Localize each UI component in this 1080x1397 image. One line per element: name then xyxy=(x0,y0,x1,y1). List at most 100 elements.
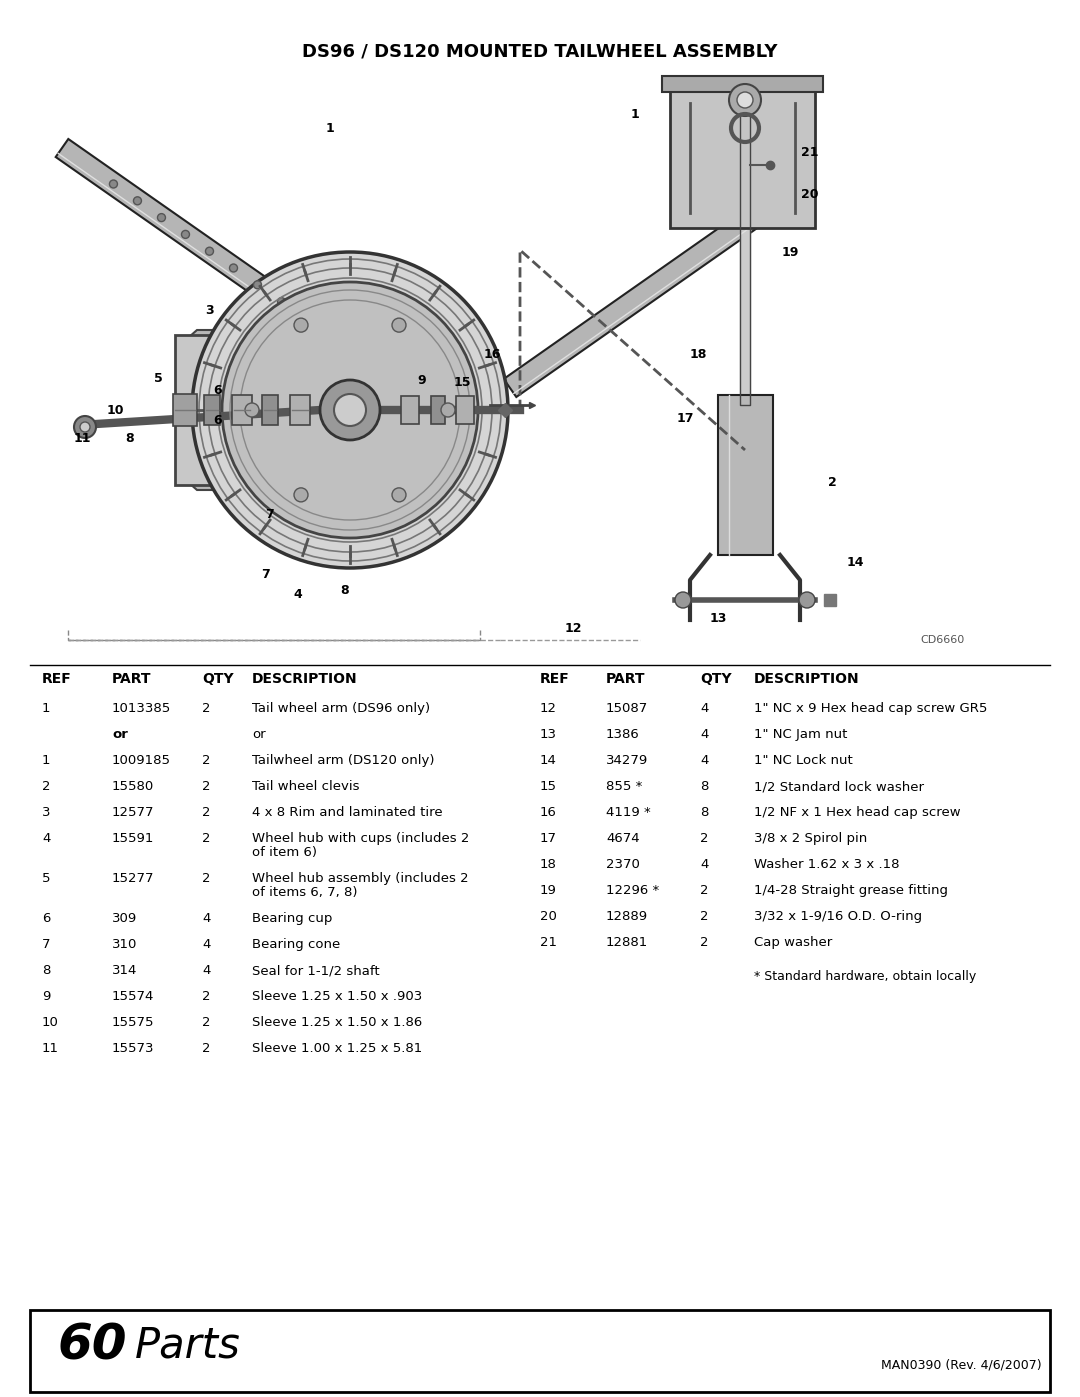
Text: 2: 2 xyxy=(202,1042,211,1055)
Text: 314: 314 xyxy=(112,964,137,977)
Text: of item 6): of item 6) xyxy=(252,847,318,859)
Circle shape xyxy=(229,264,238,272)
Text: 2370: 2370 xyxy=(606,858,639,870)
Text: Sleeve 1.25 x 1.50 x .903: Sleeve 1.25 x 1.50 x .903 xyxy=(252,990,422,1003)
Text: 5: 5 xyxy=(153,372,162,384)
Text: 855 *: 855 * xyxy=(606,780,643,793)
Text: 34279: 34279 xyxy=(606,754,648,767)
Circle shape xyxy=(729,84,761,116)
Text: * Standard hardware, obtain locally: * Standard hardware, obtain locally xyxy=(754,970,976,983)
Text: 4: 4 xyxy=(700,754,708,767)
Text: 15591: 15591 xyxy=(112,833,154,845)
Text: 15: 15 xyxy=(540,780,557,793)
Text: 15087: 15087 xyxy=(606,703,648,715)
Text: 8: 8 xyxy=(42,964,51,977)
Text: 1386: 1386 xyxy=(606,728,639,740)
Text: 1: 1 xyxy=(42,703,51,715)
Text: 7: 7 xyxy=(42,937,51,951)
Text: 14: 14 xyxy=(847,556,864,570)
Text: Bearing cone: Bearing cone xyxy=(252,937,340,951)
Text: 16: 16 xyxy=(484,348,501,362)
Text: 11: 11 xyxy=(42,1042,59,1055)
Text: 4: 4 xyxy=(42,833,51,845)
Text: 309: 309 xyxy=(112,912,137,925)
Text: 2: 2 xyxy=(42,780,51,793)
Text: 2: 2 xyxy=(202,990,211,1003)
Text: 2: 2 xyxy=(202,872,211,886)
Text: 12: 12 xyxy=(564,622,582,634)
Text: 3: 3 xyxy=(42,806,51,819)
Circle shape xyxy=(294,319,308,332)
Text: 17: 17 xyxy=(540,833,557,845)
Text: 12577: 12577 xyxy=(112,806,154,819)
Circle shape xyxy=(301,314,310,323)
Bar xyxy=(670,88,815,228)
Text: 1: 1 xyxy=(631,109,639,122)
Text: DESCRIPTION: DESCRIPTION xyxy=(252,672,357,686)
Text: 8: 8 xyxy=(700,806,708,819)
Text: 13: 13 xyxy=(710,612,727,624)
Text: 2: 2 xyxy=(202,780,211,793)
Text: 5: 5 xyxy=(42,872,51,886)
Text: 6: 6 xyxy=(42,912,51,925)
Text: 1/2 Standard lock washer: 1/2 Standard lock washer xyxy=(754,780,924,793)
Text: 16: 16 xyxy=(540,806,557,819)
Text: Sleeve 1.25 x 1.50 x 1.86: Sleeve 1.25 x 1.50 x 1.86 xyxy=(252,1016,422,1030)
Circle shape xyxy=(205,247,214,256)
Text: 21: 21 xyxy=(540,936,557,949)
Text: Parts: Parts xyxy=(135,1324,241,1366)
Bar xyxy=(30,1310,1050,1391)
Text: 15580: 15580 xyxy=(112,780,154,793)
Text: 2: 2 xyxy=(700,936,708,949)
Text: QTY: QTY xyxy=(700,672,731,686)
Text: 310: 310 xyxy=(112,937,137,951)
Text: 2: 2 xyxy=(202,703,211,715)
Text: 7: 7 xyxy=(260,569,269,581)
Circle shape xyxy=(134,197,141,205)
Text: Tail wheel clevis: Tail wheel clevis xyxy=(252,780,360,793)
Bar xyxy=(175,335,295,485)
Polygon shape xyxy=(740,82,750,405)
Bar xyxy=(456,395,474,425)
Polygon shape xyxy=(717,395,772,555)
Text: 4: 4 xyxy=(700,858,708,870)
Text: 4: 4 xyxy=(294,588,302,602)
Text: 18: 18 xyxy=(689,348,706,362)
Circle shape xyxy=(181,231,189,239)
Circle shape xyxy=(158,214,165,222)
Text: REF: REF xyxy=(540,672,570,686)
Circle shape xyxy=(80,422,90,432)
Text: 20: 20 xyxy=(540,909,557,923)
Text: 1" NC x 9 Hex head cap screw GR5: 1" NC x 9 Hex head cap screw GR5 xyxy=(754,703,987,715)
Text: QTY: QTY xyxy=(202,672,233,686)
Text: 9: 9 xyxy=(42,990,51,1003)
Bar xyxy=(173,394,197,426)
Circle shape xyxy=(737,92,753,108)
Text: 2: 2 xyxy=(827,475,836,489)
Text: 4674: 4674 xyxy=(606,833,639,845)
Text: 12881: 12881 xyxy=(606,936,648,949)
Text: 20: 20 xyxy=(801,189,819,201)
Circle shape xyxy=(278,298,285,306)
Text: or: or xyxy=(112,728,127,740)
Text: 1" NC Lock nut: 1" NC Lock nut xyxy=(754,754,853,767)
Bar xyxy=(204,395,220,425)
Text: 15575: 15575 xyxy=(112,1016,154,1030)
Text: 15: 15 xyxy=(454,376,471,388)
Circle shape xyxy=(222,282,478,538)
Text: Seal for 1-1/2 shaft: Seal for 1-1/2 shaft xyxy=(252,964,380,977)
Circle shape xyxy=(294,488,308,502)
Text: 2: 2 xyxy=(700,909,708,923)
Text: 10: 10 xyxy=(42,1016,59,1030)
Text: Washer 1.62 x 3 x .18: Washer 1.62 x 3 x .18 xyxy=(754,858,900,870)
Circle shape xyxy=(75,416,96,439)
Text: Sleeve 1.00 x 1.25 x 5.81: Sleeve 1.00 x 1.25 x 5.81 xyxy=(252,1042,422,1055)
Text: 12889: 12889 xyxy=(606,909,648,923)
Polygon shape xyxy=(180,475,292,490)
Text: Bearing cup: Bearing cup xyxy=(252,912,333,925)
Text: 1013385: 1013385 xyxy=(112,703,172,715)
Polygon shape xyxy=(56,138,411,397)
Text: 3: 3 xyxy=(205,303,214,317)
Circle shape xyxy=(320,380,380,440)
Text: Tail wheel arm (DS96 only): Tail wheel arm (DS96 only) xyxy=(252,703,430,715)
